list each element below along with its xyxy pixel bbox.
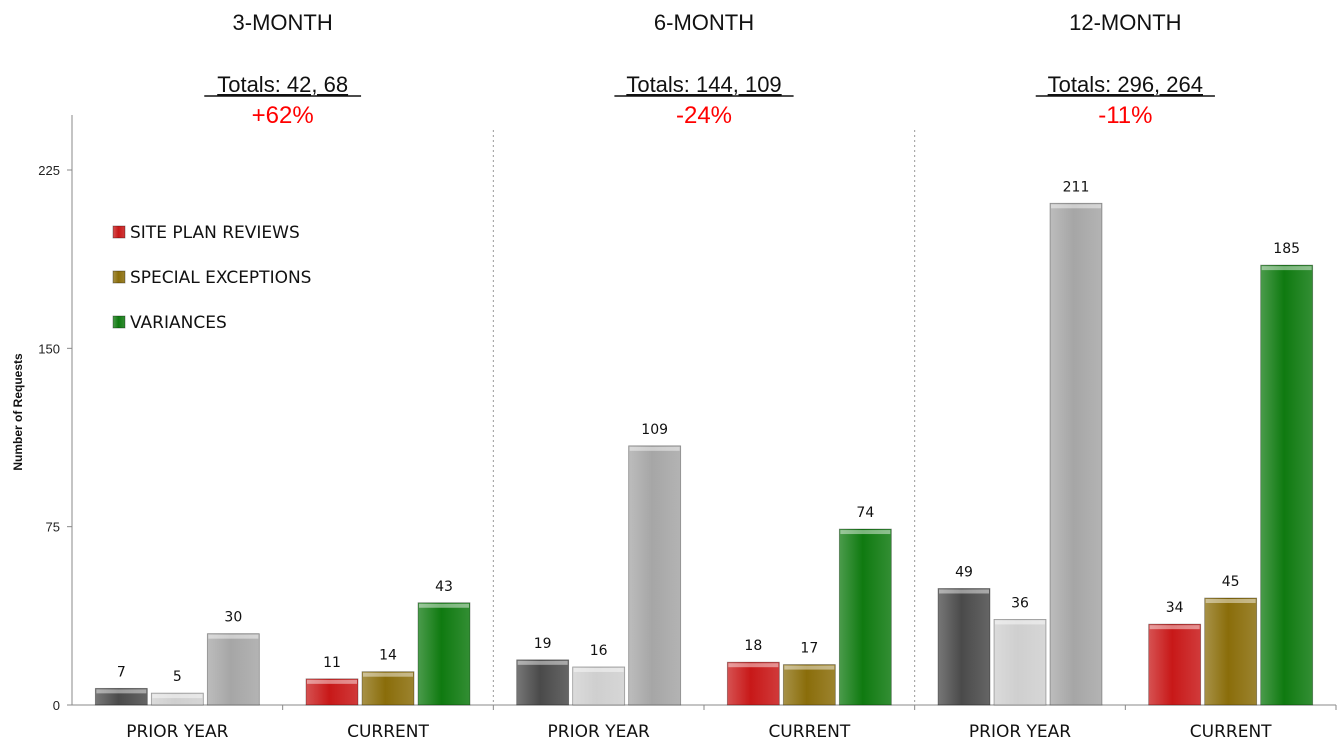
panel-change: -24% xyxy=(676,102,732,129)
bar-highlight xyxy=(307,679,357,684)
bar xyxy=(1148,623,1202,706)
bar xyxy=(993,619,1047,706)
data-label: 11 xyxy=(323,655,341,671)
legend: SITE PLAN REVIEWS SPECIAL EXCEPTIONS VARIA… xyxy=(112,223,311,333)
data-label: 17 xyxy=(800,641,818,657)
data-label: 109 xyxy=(641,422,668,438)
bar-highlight xyxy=(419,603,469,608)
legend-swatch xyxy=(112,315,126,329)
y-tick-label: 0 xyxy=(53,698,60,713)
bar xyxy=(628,445,682,706)
bar xyxy=(1049,202,1103,706)
bar-highlight xyxy=(96,689,147,694)
data-label: 74 xyxy=(856,505,874,521)
x-tick-label: PRIOR YEAR xyxy=(969,722,1071,742)
bar-highlight xyxy=(728,663,779,668)
bar xyxy=(572,666,626,706)
bar xyxy=(782,664,836,706)
panel-titles: 3-MONTH Totals: 42, 68 +62% 6-MONTH Totals: … xyxy=(204,10,1215,129)
bar xyxy=(417,602,471,706)
bar xyxy=(726,661,780,706)
panel-totals: Totals: 296, 264 xyxy=(1048,72,1203,97)
y-tick-label: 75 xyxy=(46,520,60,535)
legend-label: VARIANCES xyxy=(130,313,227,333)
legend-swatch xyxy=(112,270,126,284)
bar xyxy=(305,678,359,706)
legend-label: SITE PLAN REVIEWS xyxy=(130,223,300,243)
panel-totals: Totals: 42, 68 xyxy=(217,72,348,97)
x-tick-label: PRIOR YEAR xyxy=(126,722,228,742)
y-tick-label: 150 xyxy=(38,341,60,356)
data-labels: 7 5 30 11 14 43 19 16 109 18 17 74 49 36 211 34 45 185 xyxy=(117,179,1300,685)
bar-highlight xyxy=(1205,599,1256,603)
x-tick-label: CURRENT xyxy=(1190,722,1272,742)
data-label: 43 xyxy=(435,579,453,595)
data-label: 49 xyxy=(955,564,973,580)
bar-highlight xyxy=(784,665,835,670)
data-label: 7 xyxy=(117,664,126,680)
bar xyxy=(206,633,260,706)
bar xyxy=(361,671,415,706)
bar-highlight xyxy=(840,530,891,535)
panel-change: -11% xyxy=(1098,102,1152,129)
bar-highlight xyxy=(1261,266,1312,271)
legend-swatch xyxy=(112,225,126,239)
bar-highlight xyxy=(517,660,568,665)
bar-highlight xyxy=(152,694,203,699)
bar-highlight xyxy=(208,634,259,639)
bar xyxy=(94,687,148,706)
bar xyxy=(1260,264,1314,706)
bar xyxy=(516,659,570,706)
bar xyxy=(937,588,991,706)
bar-highlight xyxy=(363,672,413,677)
data-label: 36 xyxy=(1011,595,1029,611)
panel-totals: Totals: 144, 109 xyxy=(626,72,781,97)
bars xyxy=(94,202,1314,706)
data-label: 18 xyxy=(744,638,762,654)
x-tick-label: PRIOR YEAR xyxy=(548,722,650,742)
data-label: 16 xyxy=(590,643,608,659)
data-label: 19 xyxy=(534,636,552,652)
data-label: 185 xyxy=(1273,241,1300,257)
bar-highlight xyxy=(1051,204,1101,209)
panel-title: 3-MONTH xyxy=(233,10,333,35)
y-tick-label: 225 xyxy=(38,163,60,178)
bar-highlight xyxy=(573,667,624,672)
x-tick-label: CURRENT xyxy=(768,722,850,742)
panel-title: 12-MONTH xyxy=(1069,10,1181,35)
data-label: 34 xyxy=(1166,600,1184,616)
x-tick-label: CURRENT xyxy=(347,722,429,742)
y-axis-label: Number of Requests xyxy=(11,353,25,471)
bar-highlight xyxy=(1149,625,1200,630)
bar xyxy=(1204,597,1258,706)
data-label: 30 xyxy=(224,610,242,626)
bar-highlight xyxy=(995,620,1045,625)
x-tick-labels: PRIOR YEAR CURRENT PRIOR YEAR CURRENT PRIOR … xyxy=(126,705,1337,742)
panel-dividers xyxy=(492,130,916,705)
data-label: 211 xyxy=(1063,179,1090,195)
data-label: 45 xyxy=(1222,574,1240,590)
data-label: 14 xyxy=(379,648,397,664)
legend-label: SPECIAL EXCEPTIONS xyxy=(130,268,311,288)
bar xyxy=(838,528,892,706)
panel-change: +62% xyxy=(252,102,314,129)
bar xyxy=(150,692,204,706)
bar-highlight xyxy=(629,446,680,451)
data-label: 5 xyxy=(173,669,182,685)
bar-highlight xyxy=(939,589,989,594)
panel-title: 6-MONTH xyxy=(654,10,754,35)
